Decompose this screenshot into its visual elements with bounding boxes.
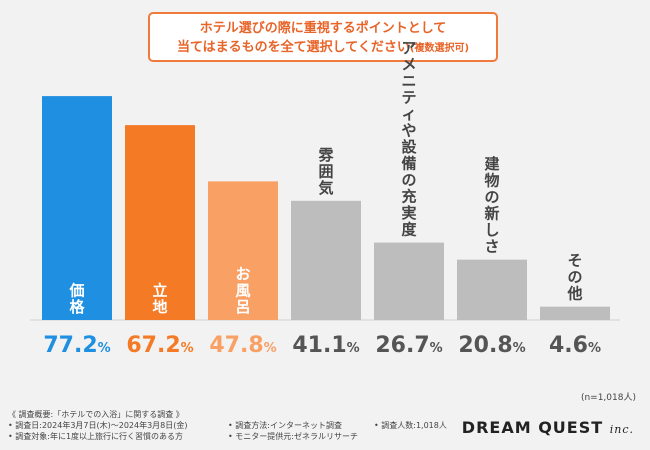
bar-6 xyxy=(540,306,610,320)
survey-date: • 調査日:2024年3月7日(木)〜2024年3月8日(金) xyxy=(8,421,188,430)
bar-4 xyxy=(374,242,444,320)
value-label-1: 67.2% xyxy=(126,333,193,358)
bar-0 xyxy=(42,96,112,321)
chart-title-note: (複数選択可) xyxy=(409,43,470,54)
value-label-3: 41.1% xyxy=(292,333,359,358)
survey-heading: 《 調査概要:「ホテルでの入浴」に関する調査 》 xyxy=(8,410,184,419)
category-label-0: 価格 xyxy=(68,282,85,317)
survey-provider: • モニター提供元:ゼネラルリサーチ xyxy=(228,432,358,441)
category-label-3: 雰囲気 xyxy=(318,146,334,197)
survey-count: • 調査人数:1,018人 xyxy=(374,421,447,430)
chart-title-line1: ホテル選びの際に重視するポイントとして xyxy=(199,21,447,36)
category-label-1: 立地 xyxy=(152,282,167,317)
survey-count-block: • 調査人数:1,018人 xyxy=(374,420,447,431)
logo-main: DREAM QUEST xyxy=(461,418,604,437)
category-label-4: アメニティや設備の充実度 xyxy=(401,39,417,239)
survey-summary: 《 調査概要:「ホテルでの入浴」に関する調査 》 • 調査日:2024年3月7日… xyxy=(8,409,188,442)
value-label-6: 4.6% xyxy=(549,333,601,358)
survey-target: • 調査対象:年に1度以上旅行に行く習慣のある方 xyxy=(8,432,184,441)
bar-5 xyxy=(457,259,527,320)
value-label-5: 20.8% xyxy=(458,333,525,358)
bar-3 xyxy=(291,200,361,320)
sample-size-note: (n=1,018人) xyxy=(580,393,636,403)
category-label-2: お風呂 xyxy=(235,265,250,316)
company-logo: DREAM QUEST inc. xyxy=(462,418,634,437)
value-label-4: 26.7% xyxy=(375,333,442,358)
value-label-0: 77.2% xyxy=(43,333,110,358)
logo-suffix: inc. xyxy=(609,423,634,436)
chart-title-line2-text: 当てはまるものを全て選択してください xyxy=(176,40,410,55)
survey-method-block: • 調査方法:インターネット調査 • モニター提供元:ゼネラルリサーチ xyxy=(228,420,358,442)
category-label-6: その他 xyxy=(566,252,582,303)
value-label-2: 47.8% xyxy=(209,333,276,358)
bar-2 xyxy=(208,181,278,320)
chart-title-box: ホテル選びの際に重視するポイントとして 当てはまるものを全て選択してください(複… xyxy=(148,12,498,62)
bar-1 xyxy=(125,125,195,321)
chart-title-line2: 当てはまるものを全て選択してください(複数選択可) xyxy=(150,38,496,58)
category-label-5: 建物の新しさ xyxy=(484,155,500,256)
survey-method: • 調査方法:インターネット調査 xyxy=(228,421,342,430)
